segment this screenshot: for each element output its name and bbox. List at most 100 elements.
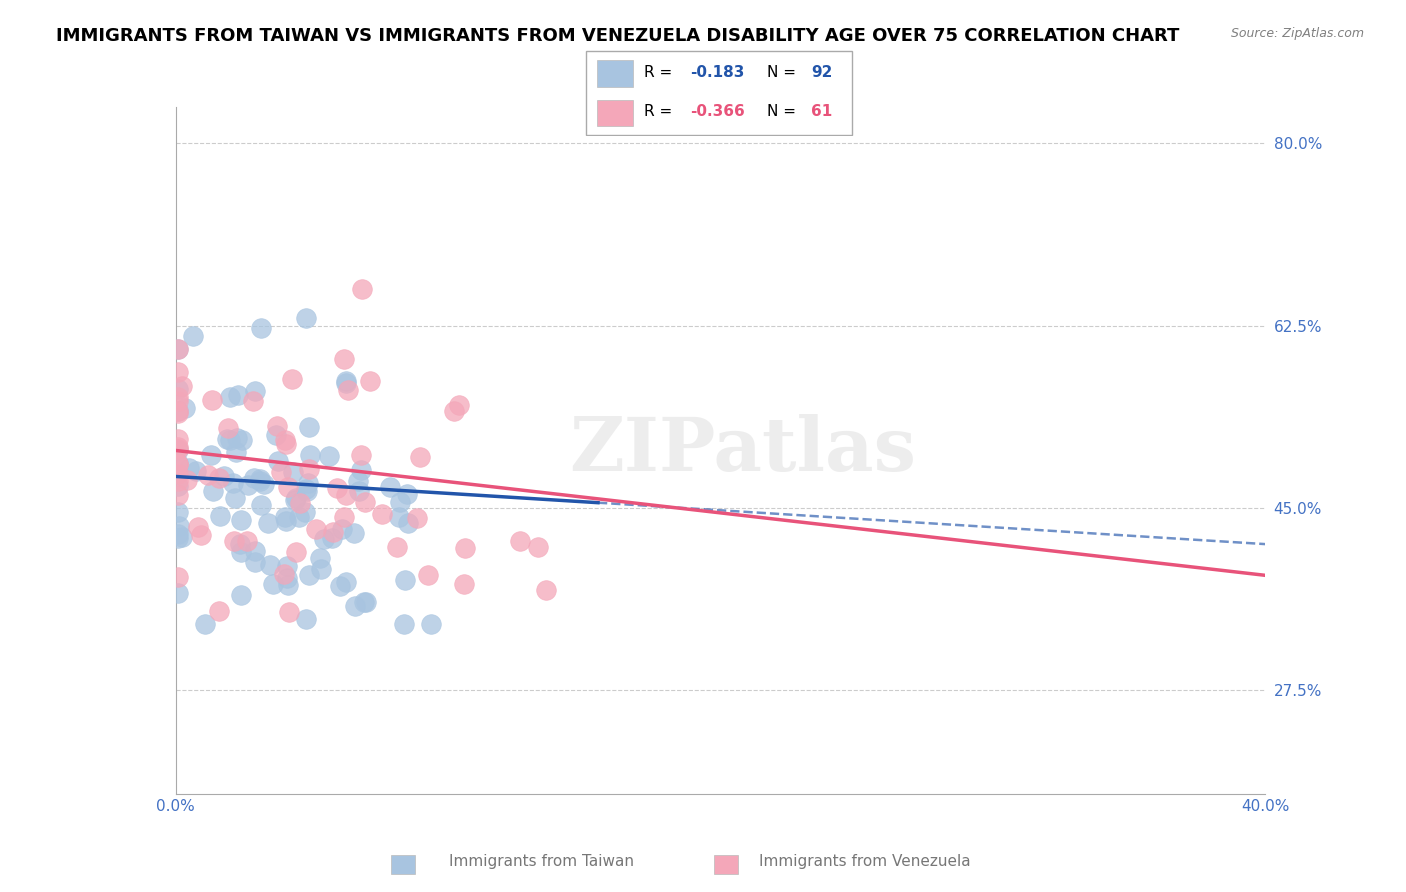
Point [447,399,470,413]
Point [284,493,307,508]
Point [509,534,531,549]
Point [167,488,190,502]
Point [243,384,266,398]
Point [224,534,246,549]
Point [186,465,208,479]
Point [197,468,219,483]
Point [190,528,212,542]
Point [335,376,357,391]
Point [280,372,302,386]
Point [276,571,298,585]
Point [167,404,190,418]
Point [170,530,193,544]
Point [167,393,190,408]
Point [408,450,430,465]
Point [392,617,415,632]
Point [224,491,246,505]
Point [419,617,441,632]
Point [219,433,242,447]
Text: R =: R = [644,104,672,120]
Point [202,484,225,499]
Point [236,477,259,491]
Point [187,520,209,534]
Point [298,461,321,475]
FancyBboxPatch shape [598,61,633,87]
Point [371,508,394,522]
Point [330,522,353,536]
Point [321,531,343,545]
Point [167,467,190,482]
Point [209,508,232,523]
Point [270,465,292,479]
Point [308,550,330,565]
Point [226,388,249,402]
Point [329,579,352,593]
Point [174,401,197,415]
Point [389,495,412,509]
Point [378,480,401,494]
Point [208,470,231,484]
Point [295,310,318,325]
Point [167,442,190,457]
Point [250,321,273,335]
Point [333,352,356,367]
Point [225,445,247,459]
Point [242,393,264,408]
Point [167,526,190,541]
Text: N =: N = [768,104,796,120]
Point [276,558,298,573]
Point [236,533,259,548]
Text: IMMIGRANTS FROM TAIWAN VS IMMIGRANTS FROM VENEZUELA DISABILITY AGE OVER 75 CORRE: IMMIGRANTS FROM TAIWAN VS IMMIGRANTS FRO… [56,27,1180,45]
Point [298,419,321,434]
Point [167,457,190,471]
Point [176,473,198,487]
Point [273,434,295,448]
Point [167,569,190,583]
Text: 61: 61 [811,104,832,120]
Point [267,454,290,468]
Point [249,472,271,486]
Point [344,599,367,614]
Point [257,516,280,531]
Text: Source: ZipAtlas.com: Source: ZipAtlas.com [1230,27,1364,40]
Point [318,449,340,463]
Point [277,578,299,592]
Point [177,460,200,475]
Point [305,522,328,536]
Point [526,541,548,555]
Point [333,509,356,524]
Point [335,488,357,502]
Point [266,428,288,442]
Point [295,483,318,497]
Point [273,567,295,582]
Point [253,477,276,491]
Point [322,525,344,540]
Text: -0.366: -0.366 [690,104,745,120]
Point [335,575,357,590]
Point [326,481,349,495]
Text: Immigrants from Venezuela: Immigrants from Venezuela [759,854,970,869]
Text: Immigrants from Taiwan: Immigrants from Taiwan [449,854,634,869]
Text: N =: N = [768,65,796,80]
Point [443,403,465,417]
Point [277,480,299,494]
Point [250,498,273,512]
Text: ZIPatlas: ZIPatlas [569,414,915,487]
Point [262,577,284,591]
Point [309,562,332,576]
Point [243,544,266,558]
Point [222,476,245,491]
Point [217,420,239,434]
Point [298,568,321,582]
Point [167,382,190,396]
Point [249,475,271,489]
Point [285,491,308,506]
Point [297,476,319,491]
Point [276,514,298,528]
Point [229,588,252,602]
Point [167,390,190,404]
Point [266,419,288,434]
Point [226,431,249,445]
Point [335,374,357,388]
Point [167,456,190,470]
